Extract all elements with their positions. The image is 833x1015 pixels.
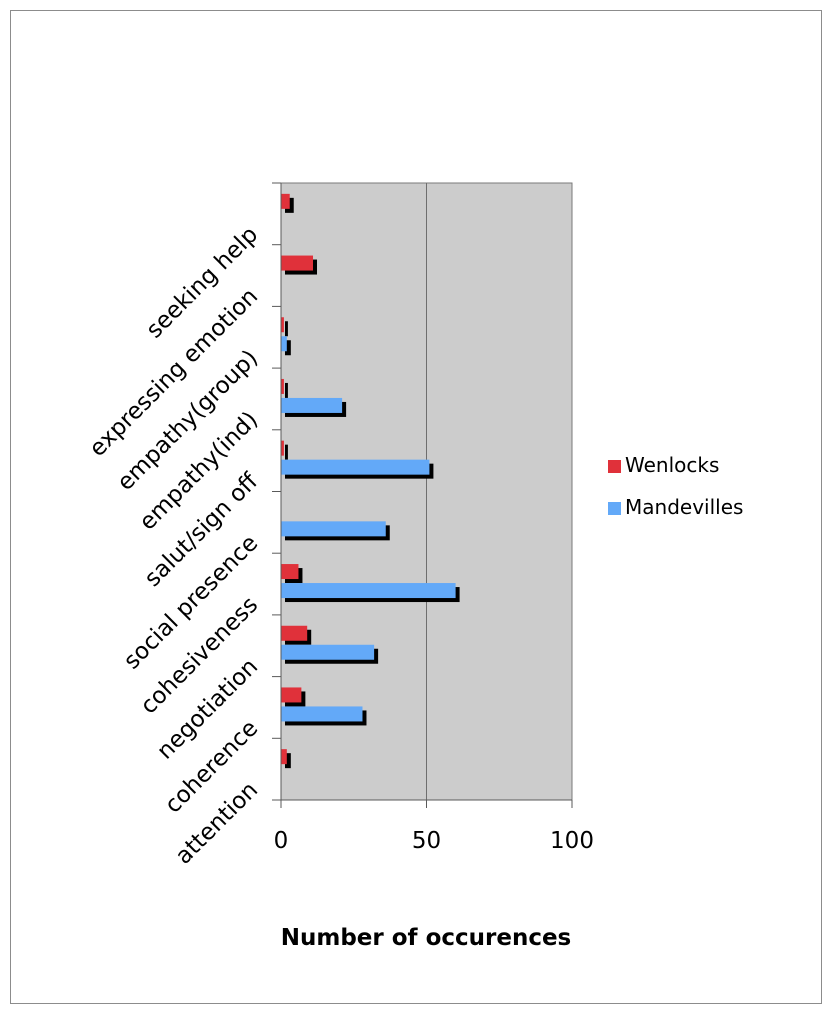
bar-mandevilles bbox=[281, 521, 386, 537]
axes bbox=[272, 182, 573, 808]
bar-shadow bbox=[285, 444, 288, 460]
x-tick-label: 0 bbox=[274, 828, 289, 854]
category-labels: attentioncoherencenegotiationcohesivenes… bbox=[85, 222, 264, 870]
bar-shadow bbox=[285, 321, 288, 337]
bar-wenlocks bbox=[281, 255, 314, 271]
legend-swatch bbox=[608, 460, 621, 473]
bar-wenlocks bbox=[281, 193, 290, 209]
bar-wenlocks bbox=[281, 378, 284, 394]
bar-wenlocks bbox=[281, 440, 284, 456]
x-tick-label: 50 bbox=[412, 828, 441, 854]
bar-shadow bbox=[285, 340, 291, 356]
x-tick-label: 100 bbox=[550, 828, 594, 854]
bar-mandevilles bbox=[281, 706, 363, 722]
bar-mandevilles bbox=[281, 583, 456, 599]
x-axis-title: Number of occurences bbox=[281, 925, 572, 951]
bar-wenlocks bbox=[281, 687, 302, 703]
x-tick-labels: 0 50 100 bbox=[274, 828, 594, 854]
bar-shadow bbox=[285, 753, 291, 769]
bar-wenlocks bbox=[281, 625, 308, 641]
legend-label: Mandevilles bbox=[625, 495, 743, 519]
bar-wenlocks bbox=[281, 564, 299, 580]
bar-mandevilles bbox=[281, 459, 430, 475]
legend-label: Wenlocks bbox=[625, 453, 719, 477]
bar-mandevilles bbox=[281, 397, 343, 413]
legend: Wenlocks Mandevilles bbox=[608, 453, 743, 519]
bar-wenlocks bbox=[281, 317, 284, 333]
bars bbox=[281, 193, 460, 769]
bar-mandevilles bbox=[281, 336, 287, 352]
legend-swatch bbox=[608, 502, 621, 515]
bar-wenlocks bbox=[281, 749, 287, 765]
bar-shadow bbox=[285, 382, 288, 398]
bar-mandevilles bbox=[281, 644, 375, 660]
